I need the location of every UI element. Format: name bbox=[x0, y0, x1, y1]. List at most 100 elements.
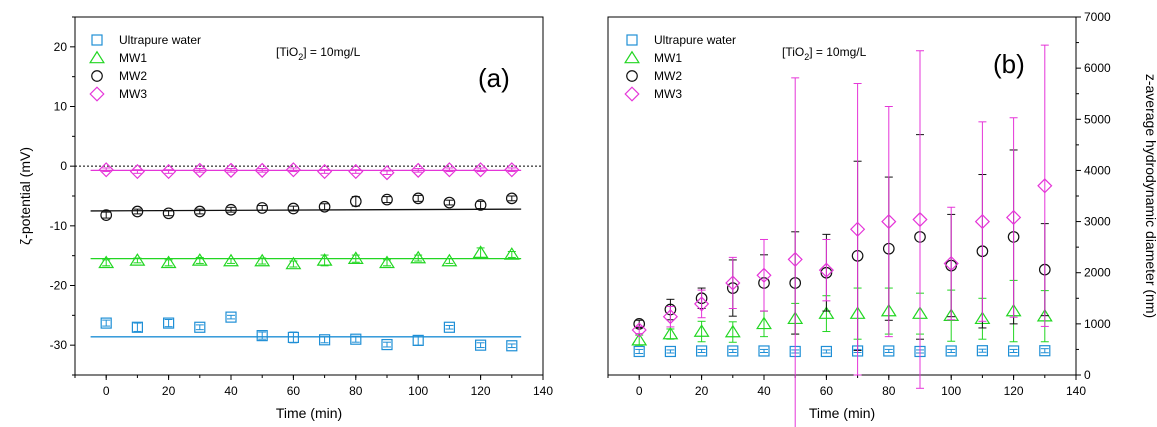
panel-b-annotation-suffix: ] = 10mg/L bbox=[809, 45, 866, 59]
panel-b: 0 20 40 60 80 100 120 140 0 1000 2000 3000 4000 5000 6… bbox=[607, 10, 1157, 427]
panel-b-y-tick-label-7: 7000 bbox=[1084, 10, 1111, 24]
panel-a-legend-marker-1 bbox=[89, 50, 105, 64]
panel-a-series-1-point bbox=[254, 253, 271, 267]
panel-b-legend-label-3: MW3 bbox=[654, 87, 682, 101]
panel-a-series-1-point bbox=[316, 253, 333, 266]
panel-a-series-2-point bbox=[256, 202, 269, 214]
panel-b-series-0-point bbox=[727, 345, 739, 357]
panel-a-series-0-point bbox=[506, 340, 518, 352]
panel-b-y-tick-label-1: 1000 bbox=[1084, 317, 1111, 331]
panel-a-legend-label-0: Ultrapure water bbox=[119, 33, 201, 47]
panel-b-legend-label-0: Ultrapure water bbox=[654, 33, 736, 47]
panel-a-series-3-point bbox=[348, 163, 364, 180]
panel-b-legend-label-1: MW1 bbox=[654, 51, 682, 65]
panel-a-series bbox=[90, 162, 522, 352]
panel-a-series-0 bbox=[90, 311, 522, 352]
panel-b-series-0-point bbox=[695, 345, 708, 357]
panel-a-legend-marker-0 bbox=[91, 34, 103, 46]
panel-b-series-0-point bbox=[664, 345, 677, 358]
panel-a-series-3-point bbox=[285, 162, 301, 178]
panel-a-series-2-point bbox=[505, 192, 518, 205]
panel-a-series-2-point bbox=[131, 205, 144, 218]
panel-a-series-0-point bbox=[100, 317, 112, 329]
panel-a-y-axis-label: ζ-potential (mV) bbox=[17, 147, 33, 245]
panel-a-series-3-point bbox=[473, 162, 489, 178]
panel-a-series-0-point bbox=[194, 321, 206, 333]
panel-a-series-0-point bbox=[443, 321, 455, 333]
panel-b-y-axis-label: z-average hydrodynamic diameter (nm) bbox=[1143, 74, 1157, 318]
panel-b-series-0-point bbox=[976, 345, 989, 357]
panel-a-x-tick-label-7: 140 bbox=[533, 384, 553, 398]
panel-a-series-3-point bbox=[317, 163, 333, 180]
panel-a-series-0-point bbox=[350, 333, 362, 345]
panel-b-x-tick-label-3: 60 bbox=[820, 384, 834, 398]
panel-a-x-tick-label-5: 100 bbox=[408, 384, 428, 398]
panel-b-series-0-point bbox=[883, 345, 895, 357]
panel-a-series-3 bbox=[90, 162, 522, 181]
panel-a-series-1-point bbox=[441, 253, 458, 267]
panel-a-x-tick-label-3: 60 bbox=[287, 384, 301, 398]
panel-b-annotation-prefix: [TiO bbox=[782, 45, 804, 59]
panel-b-series-0-point bbox=[758, 345, 770, 357]
panel-a-series-2 bbox=[90, 192, 522, 221]
panel-b-series-1 bbox=[631, 279, 1053, 346]
panel-a-series-2-fit-line bbox=[90, 208, 522, 212]
panel-a-series-2-point bbox=[443, 196, 456, 209]
panel-a-series-0-point bbox=[287, 331, 299, 344]
panel-a-series-3-point bbox=[410, 162, 426, 178]
panel-b-series-3-point bbox=[662, 309, 678, 325]
panel-a-series-1-point bbox=[503, 247, 520, 260]
panel-b-y-tick-label-3: 3000 bbox=[1084, 215, 1111, 229]
panel-a: 0 20 40 60 80 100 120 140 -30 -20 -10 0 10 20 (a) [Ti… bbox=[17, 16, 553, 421]
panel-a-series-1-point bbox=[223, 253, 239, 267]
panel-a-series-2-point bbox=[287, 202, 300, 215]
panel-b-series-3-point bbox=[912, 211, 928, 228]
panel-b-series-3-point bbox=[631, 322, 647, 338]
panel-a-x-tick-label-4: 80 bbox=[349, 384, 363, 398]
panel-b-series-1-point bbox=[724, 324, 741, 338]
panel-a-series-1-point bbox=[160, 255, 177, 269]
panel-a-series-3-point bbox=[504, 162, 520, 178]
panel-a-series-1-point bbox=[285, 256, 302, 270]
panel-a-legend: Ultrapure water MW1 MW2 MW3 bbox=[89, 33, 201, 102]
panel-b-tag: (b) bbox=[993, 49, 1025, 79]
panel-b-legend-marker-1 bbox=[624, 50, 640, 64]
panel-b-series-0-point bbox=[1007, 345, 1020, 357]
panel-b-legend-marker-0 bbox=[626, 34, 638, 46]
panel-a-series-1-point bbox=[98, 255, 115, 269]
panel-b-series-1-point bbox=[943, 308, 960, 321]
panel-a-series-2-point bbox=[162, 207, 175, 220]
panel-b-x-tick-label-2: 40 bbox=[757, 384, 771, 398]
panel-a-series-0-point bbox=[256, 330, 268, 342]
panel-a-series-1-point bbox=[379, 255, 395, 269]
panel-b-series-1-point bbox=[631, 332, 648, 346]
panel-a-series-1-point bbox=[347, 251, 364, 264]
panel-b-concentration-annotation: [TiO2] = 10mg/L bbox=[782, 45, 867, 62]
panel-b-series-1-point bbox=[756, 316, 772, 330]
panel-a-series-1 bbox=[90, 245, 522, 270]
panel-b-series-1-point bbox=[693, 324, 710, 337]
panel-a-x-axis-label: Time (min) bbox=[276, 405, 342, 421]
panel-a-series-1-point bbox=[129, 253, 146, 266]
panel-a-axes: 0 20 40 60 80 100 120 140 -30 -20 -10 0 10 20 bbox=[50, 16, 553, 398]
panel-b-x-tick-label-1: 20 bbox=[695, 384, 709, 398]
panel-a-x-tick-label-0: 0 bbox=[103, 384, 110, 398]
panel-b-series-0-point bbox=[820, 345, 833, 358]
panel-a-series-0-point bbox=[131, 321, 143, 333]
panel-a-series-1-point bbox=[410, 250, 427, 264]
panel-a-series-2-point bbox=[381, 193, 393, 206]
panel-b-y-tick-label-4: 4000 bbox=[1084, 163, 1111, 177]
panel-b-series-3-point bbox=[881, 213, 897, 230]
panel-a-series-0-point bbox=[163, 317, 175, 329]
panel-a-series-0-point bbox=[319, 334, 331, 346]
panel-a-series-0-point bbox=[475, 339, 487, 351]
panel-b-series-0-point bbox=[1039, 345, 1051, 357]
panel-a-y-tick-label-2: -10 bbox=[50, 219, 68, 233]
panel-a-x-tick-label-1: 20 bbox=[162, 384, 176, 398]
panel-b-series-3 bbox=[631, 44, 1053, 427]
panel-b-y-tick-label-6: 6000 bbox=[1084, 61, 1111, 75]
panel-b-x-tick-label-5: 100 bbox=[941, 384, 961, 398]
panel-a-series-1-point bbox=[191, 253, 208, 266]
panel-a-series-2-point bbox=[349, 195, 362, 208]
